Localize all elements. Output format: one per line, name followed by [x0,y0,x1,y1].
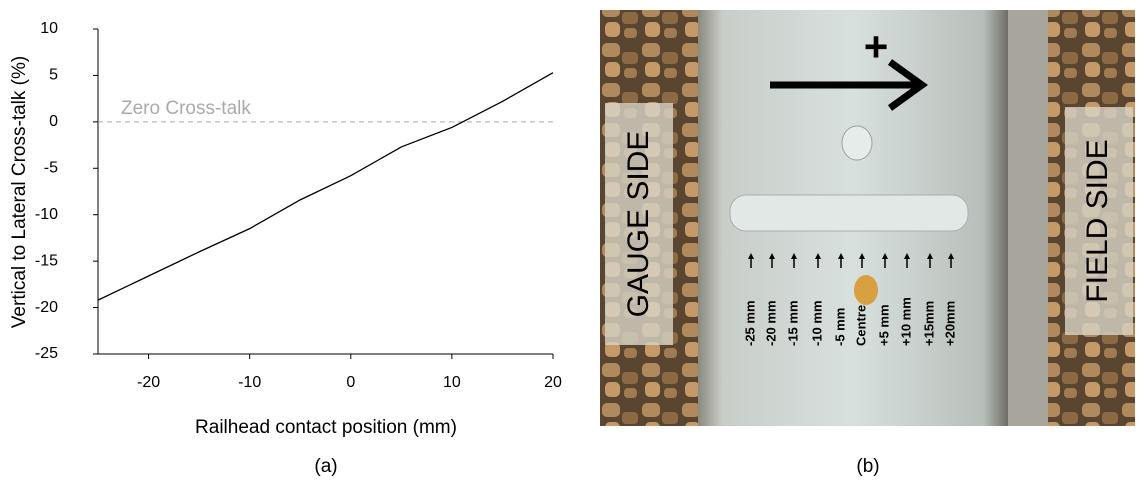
y-tick-label: 5 [49,67,58,84]
position-label: -10 mm [809,300,824,346]
position-label: -5 mm [832,308,847,346]
x-tick-label: -10 [238,374,261,391]
x-tick-label: -20 [137,374,160,391]
position-label: +10 mm [898,297,913,346]
x-tick-label: 0 [346,374,355,391]
y-tick-label: 0 [49,113,58,130]
position-label: Centre [853,305,868,346]
x-tick-label: 10 [443,374,461,391]
y-tick-label: 10 [40,20,58,37]
x-axis-label: Railhead contact position (mm) [195,417,457,438]
y-tick-label: -25 [35,345,58,362]
annotation: Zero Cross-talk [121,98,251,119]
position-label: +15mm [921,301,936,346]
position-label: +5 mm [876,304,891,346]
y-axis-label: Vertical to Lateral Cross-talk (%) [9,56,30,328]
x-tick-label: 20 [544,374,562,391]
position-label: +20mm [942,301,957,346]
caption: (b) [856,456,879,477]
gauge-side-label: GAUGE SIDE [622,131,655,318]
direction-label: + [864,23,889,70]
figure: Vertical to Lateral Cross-talk (%) Railh… [0,0,1140,486]
position-label: -20 mm [763,300,778,346]
position-label: -25 mm [742,300,757,346]
field-side-label: FIELD SIDE [1081,139,1114,302]
y-tick-label: -15 [35,252,58,269]
y-tick-label: -20 [35,299,58,316]
photo [600,10,1135,426]
caption: (a) [314,456,337,477]
y-tick-label: -10 [35,206,58,223]
y-tick-label: -5 [44,160,58,177]
position-label: -15 mm [785,300,800,346]
